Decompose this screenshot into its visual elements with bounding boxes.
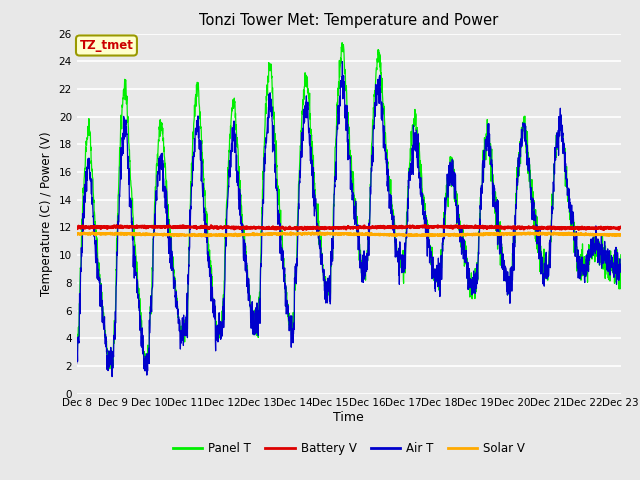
Air T bbox=[584, 265, 592, 271]
Solar V bbox=[73, 231, 81, 237]
Panel T bbox=[508, 280, 515, 286]
Air T bbox=[108, 374, 116, 380]
Line: Panel T: Panel T bbox=[77, 43, 621, 372]
Text: TZ_tmet: TZ_tmet bbox=[79, 39, 133, 52]
Solar V bbox=[377, 231, 385, 237]
Solar V bbox=[365, 232, 372, 238]
Line: Solar V: Solar V bbox=[77, 232, 621, 236]
Battery V bbox=[376, 225, 384, 230]
Legend: Panel T, Battery V, Air T, Solar V: Panel T, Battery V, Air T, Solar V bbox=[168, 437, 530, 460]
Air T bbox=[377, 97, 385, 103]
Battery V bbox=[421, 222, 429, 228]
X-axis label: Time: Time bbox=[333, 411, 364, 424]
Air T bbox=[617, 264, 625, 270]
Air T bbox=[365, 252, 372, 258]
Battery V bbox=[365, 224, 372, 230]
Panel T bbox=[584, 261, 592, 266]
Solar V bbox=[570, 231, 577, 237]
Solar V bbox=[225, 232, 232, 238]
Air T bbox=[339, 59, 346, 64]
Line: Battery V: Battery V bbox=[77, 225, 621, 230]
Solar V bbox=[287, 229, 294, 235]
Panel T bbox=[73, 347, 81, 352]
Panel T bbox=[365, 242, 372, 248]
Air T bbox=[570, 218, 577, 224]
Battery V bbox=[225, 225, 232, 231]
Solar V bbox=[198, 233, 205, 239]
Air T bbox=[508, 276, 515, 282]
Panel T bbox=[225, 154, 232, 160]
Panel T bbox=[339, 40, 346, 46]
Battery V bbox=[600, 227, 608, 233]
Air T bbox=[73, 360, 81, 366]
Solar V bbox=[617, 232, 625, 238]
Panel T bbox=[570, 222, 577, 228]
Battery V bbox=[584, 225, 592, 231]
Y-axis label: Temperature (C) / Power (V): Temperature (C) / Power (V) bbox=[40, 132, 53, 296]
Panel T bbox=[108, 369, 116, 374]
Panel T bbox=[377, 60, 385, 65]
Solar V bbox=[508, 230, 515, 236]
Battery V bbox=[617, 224, 625, 230]
Battery V bbox=[73, 224, 81, 230]
Air T bbox=[225, 184, 232, 190]
Solar V bbox=[584, 232, 592, 238]
Battery V bbox=[569, 226, 577, 231]
Line: Air T: Air T bbox=[77, 61, 621, 377]
Title: Tonzi Tower Met: Temperature and Power: Tonzi Tower Met: Temperature and Power bbox=[199, 13, 499, 28]
Panel T bbox=[617, 252, 625, 258]
Battery V bbox=[507, 225, 515, 231]
